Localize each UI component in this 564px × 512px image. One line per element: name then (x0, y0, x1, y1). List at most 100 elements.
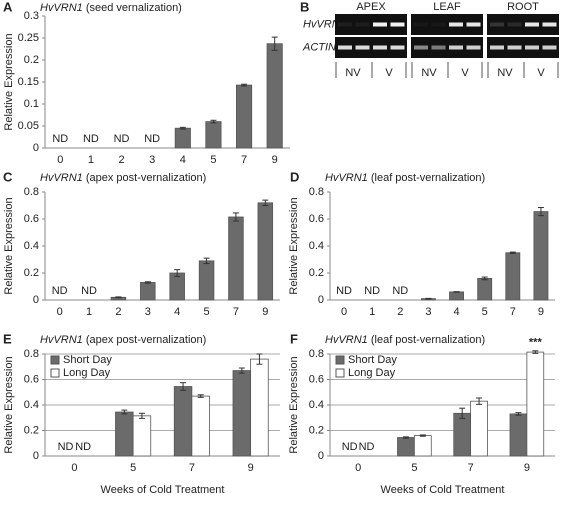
y-tick-label: 0.1 (24, 98, 39, 110)
y-tick-label: 0.6 (309, 213, 324, 225)
title-text: (apex post-vernalization) (83, 334, 207, 346)
x-tick-label: 0 (57, 154, 63, 166)
gel-band (542, 45, 557, 50)
bar (449, 291, 464, 301)
error-bar (232, 212, 239, 222)
gel-band (355, 45, 370, 50)
bar (205, 121, 222, 149)
gel-band (542, 22, 557, 27)
y-tick-label: 0.4 (24, 240, 39, 252)
gel-band (373, 22, 387, 27)
bar (198, 260, 215, 301)
y-tick-label: 0.15 (18, 76, 39, 88)
gel-condition-label: V (537, 67, 545, 79)
bar (140, 282, 156, 301)
bar (453, 412, 472, 457)
gel-image (335, 37, 407, 58)
gel-band (414, 23, 428, 27)
x-tick-label: 4 (454, 306, 460, 318)
title-gene: HvVRN1 (40, 334, 83, 346)
gel-row-label: ACTIN (302, 41, 336, 53)
x-tick-label: 0 (355, 462, 361, 474)
bar (413, 435, 432, 457)
na-label: ND (52, 285, 68, 297)
panel-letter: D (290, 169, 299, 184)
bar (509, 413, 528, 457)
panel-letter: F (290, 331, 298, 346)
gel-tissue-label: APEX (356, 1, 386, 13)
gel-image (411, 14, 483, 35)
gel-band (338, 45, 352, 50)
error-bar (180, 382, 187, 391)
error-bar (509, 251, 516, 254)
legend-label: Short Day (348, 354, 397, 366)
x-axis-label: Weeks of Cold Treatment (381, 484, 505, 496)
na-label: ND (144, 133, 160, 145)
x-tick-label: 0 (57, 306, 63, 318)
x-tick-label: 7 (189, 462, 195, 474)
y-tick-label: 0 (33, 294, 39, 306)
x-tick-label: 1 (369, 306, 375, 318)
na-label: ND (75, 441, 91, 453)
title-text: (apex post-vernalization) (83, 172, 207, 184)
gel-band (466, 22, 481, 27)
gel-band (449, 45, 463, 50)
bar (228, 216, 244, 301)
title-text: (leaf post-vernalization) (368, 334, 485, 346)
gel-band (390, 22, 405, 27)
x-tick-label: 9 (248, 462, 254, 474)
gel-condition-label: V (461, 67, 469, 79)
title-gene: HvVRN1 (40, 2, 83, 14)
na-label: ND (342, 441, 358, 453)
bar (257, 202, 274, 301)
error-bar (402, 436, 409, 439)
error-bar (425, 297, 432, 300)
panel-letter: C (3, 169, 13, 184)
x-tick-label: 3 (149, 154, 155, 166)
y-tick-label: 0.8 (309, 348, 324, 360)
gel-band (507, 45, 522, 50)
error-bar (481, 276, 488, 281)
gel-condition-label: NV (497, 67, 513, 79)
x-tick-label: 2 (115, 306, 121, 318)
gel-condition-label: NV (421, 67, 437, 79)
gel-band (525, 45, 539, 50)
x-tick-label: 9 (524, 462, 530, 474)
y-axis-label: Relative Expression (3, 197, 15, 294)
x-tick-label: 7 (510, 306, 516, 318)
chart-title: HvVRN1 (apex post-vernalization) (40, 334, 206, 346)
y-tick-label: 0.8 (24, 348, 39, 360)
gel-band (507, 22, 522, 27)
legend-swatch (50, 355, 60, 365)
y-tick-label: 0.05 (18, 120, 39, 132)
y-tick-label: 0 (318, 294, 324, 306)
error-bar (515, 412, 522, 416)
bar (173, 386, 193, 457)
na-label: ND (392, 285, 408, 297)
x-tick-label: 5 (210, 154, 216, 166)
y-axis-label: Relative Expression (288, 356, 300, 453)
gel-image (487, 37, 559, 58)
na-label: ND (58, 441, 74, 453)
x-tick-label: 9 (538, 306, 544, 318)
bar (526, 351, 545, 457)
x-tick-label: 7 (233, 306, 239, 318)
legend-label: Short Day (63, 354, 112, 366)
x-tick-label: 4 (174, 306, 180, 318)
na-label: ND (52, 133, 68, 145)
chart-title: HvVRN1 (leaf post-vernalization) (325, 172, 485, 184)
bar (470, 400, 488, 457)
bar (477, 277, 493, 301)
bar (174, 127, 191, 149)
error-bar (115, 296, 122, 299)
gel-band (390, 45, 405, 50)
gel-image (411, 37, 483, 58)
y-tick-label: 0.6 (24, 213, 39, 225)
bar (169, 272, 185, 301)
x-tick-label: 7 (468, 462, 474, 474)
error-bar (197, 394, 204, 398)
na-label: ND (359, 441, 375, 453)
title-gene: HvVRN1 (40, 172, 83, 184)
x-tick-label: 0 (71, 462, 77, 474)
